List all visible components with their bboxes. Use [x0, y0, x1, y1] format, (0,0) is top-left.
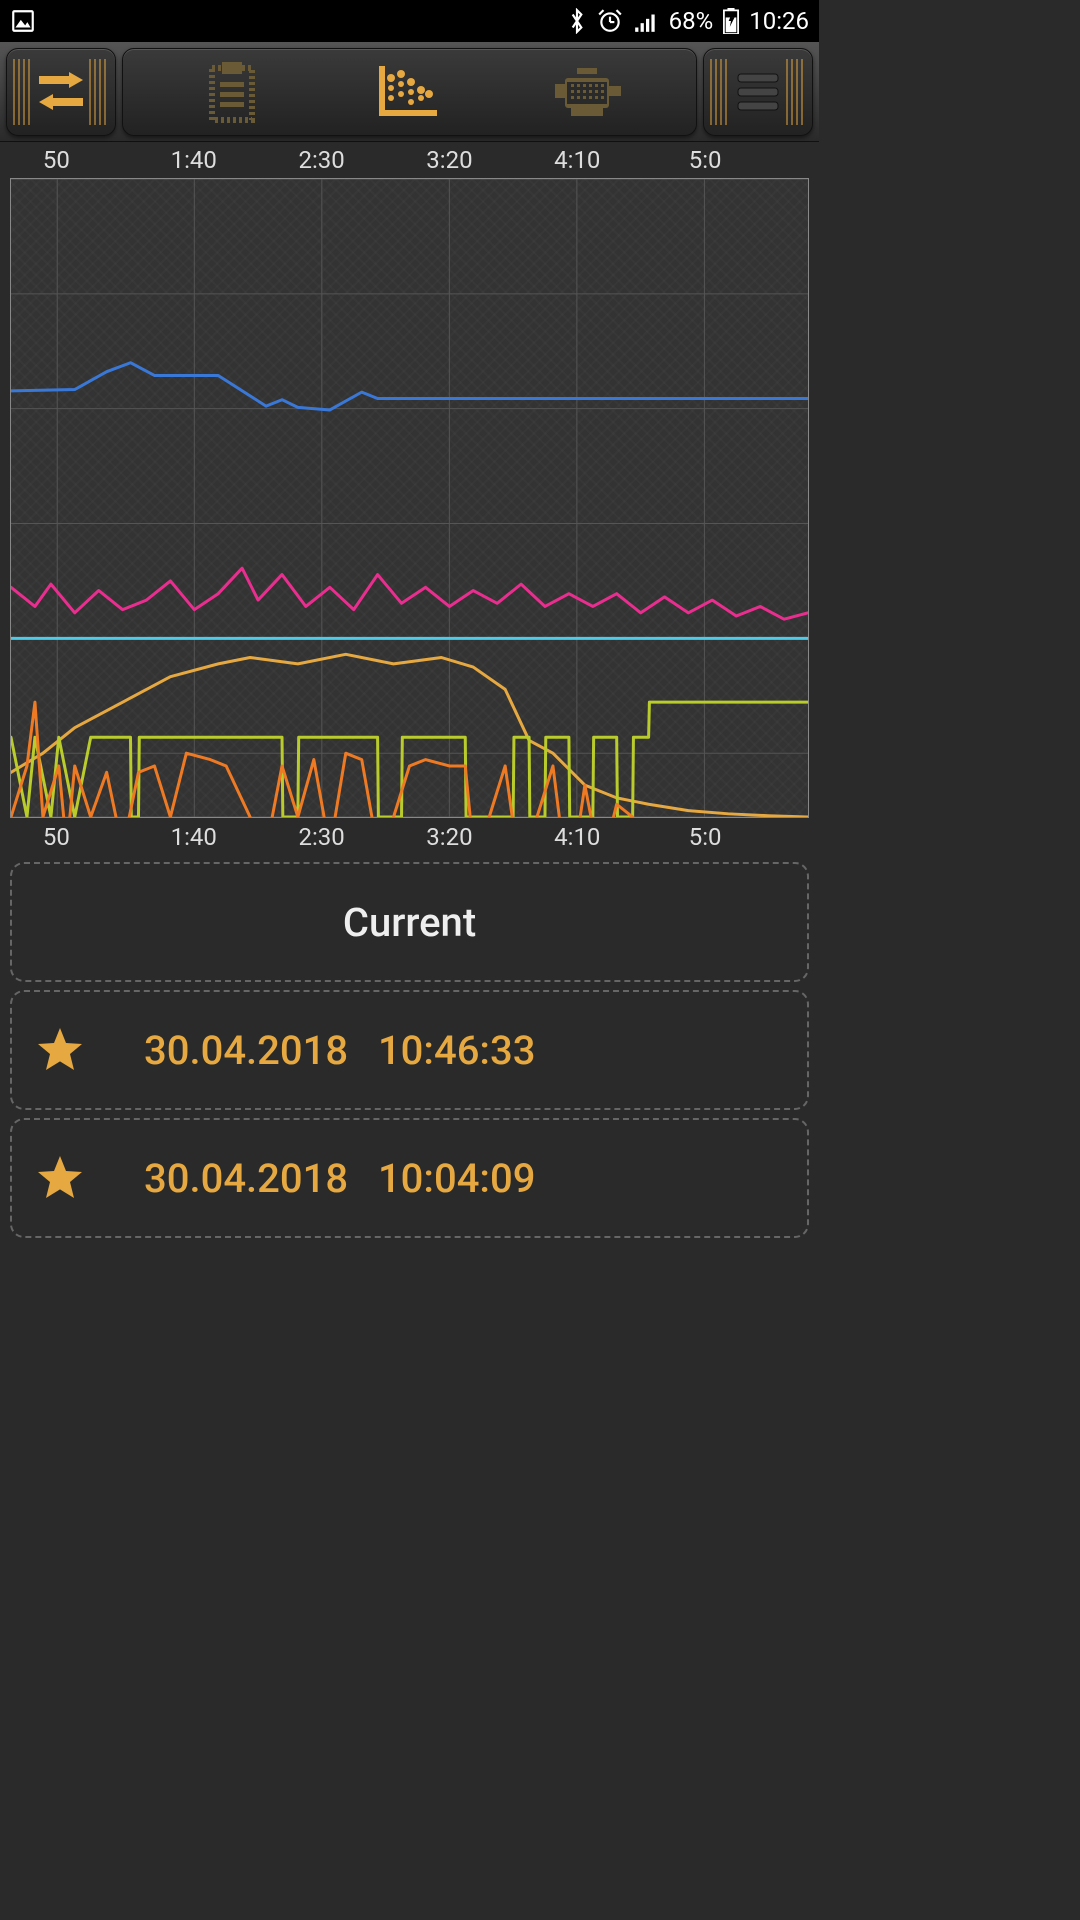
battery-icon: [723, 8, 739, 34]
axis-tick-label: 1:40: [171, 146, 217, 174]
status-bar: 68% 10:26: [0, 0, 819, 42]
axis-tick-label: 2:30: [298, 146, 344, 174]
current-item[interactable]: Current: [10, 862, 809, 982]
battery-pct: 68%: [669, 7, 714, 35]
chart-icon: [377, 64, 441, 120]
current-label: Current: [343, 899, 476, 946]
axis-tick-label: 3:20: [426, 823, 472, 851]
signal-icon: [633, 8, 659, 34]
entry-date: 30.04.2018: [144, 1155, 348, 1202]
clipboard-icon: [204, 60, 260, 124]
alarm-icon: [597, 8, 623, 34]
star-icon[interactable]: [36, 1026, 84, 1074]
entry-date: 30.04.2018: [144, 1027, 348, 1074]
status-time: 10:26: [749, 7, 809, 35]
axis-tick-label: 2:30: [298, 823, 344, 851]
recording-item[interactable]: 30.04.2018 10:04:09: [10, 1118, 809, 1238]
chart-axis-bottom: 50 1:40 2:30 3:20 4:10 5:0: [0, 818, 819, 854]
menu-icon: [728, 62, 788, 122]
tab-clipboard[interactable]: [192, 60, 272, 124]
toolbar: [0, 42, 819, 142]
star-icon[interactable]: [36, 1154, 84, 1202]
axis-tick-label: 4:10: [554, 146, 600, 174]
chart-axis-top: 50 1:40 2:30 3:20 4:10 5:0: [0, 142, 819, 178]
axis-tick-label: 1:40: [171, 823, 217, 851]
engine-icon: [551, 66, 623, 118]
recordings-list: Current 30.04.2018 10:46:33 30.04.2018 1…: [0, 854, 819, 1238]
menu-button[interactable]: [703, 48, 813, 136]
axis-tick-label: 3:20: [426, 146, 472, 174]
swap-arrows-icon: [31, 62, 91, 122]
axis-tick-label: 5:0: [689, 146, 722, 174]
picture-icon: [10, 8, 36, 34]
bluetooth-icon: [567, 8, 587, 34]
axis-tick-label: 50: [43, 823, 70, 851]
axis-tick-label: 4:10: [554, 823, 600, 851]
toolbar-tabs: [122, 48, 697, 136]
axis-tick-label: 50: [43, 146, 70, 174]
axis-tick-label: 5:0: [689, 823, 722, 851]
tab-chart[interactable]: [369, 64, 449, 120]
entry-time: 10:04:09: [378, 1155, 536, 1202]
chart-area[interactable]: [10, 178, 809, 818]
tab-engine[interactable]: [547, 66, 627, 118]
swap-button[interactable]: [6, 48, 116, 136]
entry-time: 10:46:33: [378, 1027, 536, 1074]
recording-item[interactable]: 30.04.2018 10:46:33: [10, 990, 809, 1110]
